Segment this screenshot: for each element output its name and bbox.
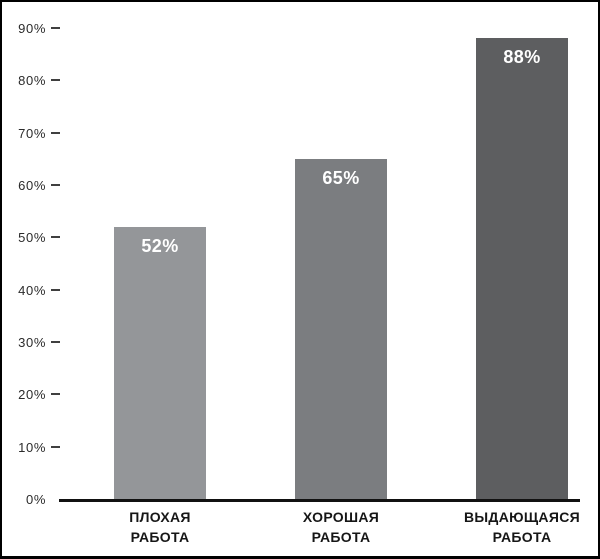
bar-2: 65%: [295, 158, 387, 499]
y-tick-label: 60%: [18, 178, 46, 193]
y-tick-mark: [51, 236, 60, 239]
category-label-line: РАБОТА: [130, 529, 190, 545]
y-tick-label: 20%: [18, 387, 46, 403]
x-axis-line: [59, 499, 580, 502]
y-tick-label: 30%: [18, 335, 46, 350]
category-label: ПЛОХАЯ РАБОТА: [85, 507, 235, 547]
y-tick-label: 10%: [18, 439, 46, 455]
category-label-line: РАБОТА: [311, 529, 371, 545]
category-label-line: ВЫДАЮЩАЯСЯ: [464, 509, 580, 525]
category-label: ВЫДАЮЩАЯСЯ РАБОТА: [447, 507, 597, 547]
y-tick-mark: [51, 393, 60, 396]
y-tick-label: 40%: [18, 282, 46, 298]
bar-3: 88%: [476, 38, 568, 499]
category-label: ХОРОШАЯ РАБОТА: [266, 507, 416, 547]
y-tick-mark: [51, 79, 60, 82]
bar-1: 52%: [114, 226, 206, 499]
bar-value-label: 65%: [322, 167, 360, 188]
bar-value-label: 88%: [503, 47, 541, 68]
category-label-line: ПЛОХАЯ: [129, 509, 191, 525]
bar-value-label: 52%: [141, 235, 179, 256]
y-tick-mark: [51, 288, 60, 291]
y-tick-label: 70%: [18, 125, 46, 141]
y-tick-label: 90%: [18, 21, 46, 36]
category-label-line: РАБОТА: [492, 529, 552, 545]
y-tick-label: 0%: [26, 492, 46, 507]
category-label-line: ХОРОШАЯ: [302, 509, 380, 525]
y-tick-label: 50%: [18, 230, 46, 246]
y-tick-mark: [51, 131, 60, 134]
y-tick-mark: [51, 445, 60, 448]
y-tick-mark: [51, 27, 60, 29]
y-tick-mark: [51, 184, 60, 186]
y-tick-label: 80%: [18, 73, 46, 89]
y-tick-mark: [51, 341, 60, 343]
